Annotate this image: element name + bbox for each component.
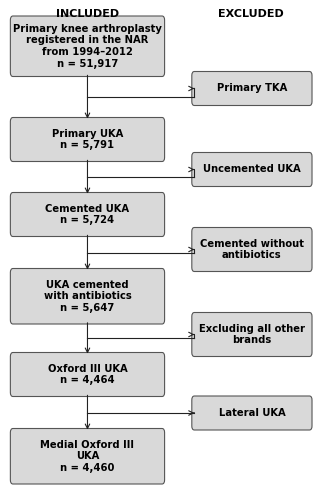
FancyBboxPatch shape [192,228,312,272]
FancyBboxPatch shape [10,352,165,397]
Text: Cemented UKA
n = 5,724: Cemented UKA n = 5,724 [45,204,130,226]
FancyBboxPatch shape [192,396,312,430]
Text: Primary TKA: Primary TKA [217,84,287,94]
Text: UKA cemented
with antibiotics
n = 5,647: UKA cemented with antibiotics n = 5,647 [44,280,131,313]
FancyBboxPatch shape [10,118,165,162]
FancyBboxPatch shape [192,152,312,186]
FancyBboxPatch shape [10,268,165,324]
FancyBboxPatch shape [10,192,165,236]
Text: Lateral UKA: Lateral UKA [218,408,285,418]
Text: INCLUDED: INCLUDED [56,9,119,19]
Text: Medial Oxford III
UKA
n = 4,460: Medial Oxford III UKA n = 4,460 [40,440,134,473]
Text: Oxford III UKA
n = 4,464: Oxford III UKA n = 4,464 [48,364,127,386]
Text: Primary knee arthroplasty
registered in the NAR
from 1994–2012
n = 51,917: Primary knee arthroplasty registered in … [13,24,162,68]
FancyBboxPatch shape [10,16,165,76]
Text: EXCLUDED: EXCLUDED [218,9,284,19]
FancyBboxPatch shape [10,428,165,484]
Text: Uncemented UKA: Uncemented UKA [203,164,301,174]
Text: Cemented without
antibiotics: Cemented without antibiotics [200,238,304,260]
Text: Primary UKA
n = 5,791: Primary UKA n = 5,791 [52,128,123,150]
Text: Excluding all other
brands: Excluding all other brands [199,324,305,345]
FancyBboxPatch shape [192,312,312,356]
FancyBboxPatch shape [192,72,312,106]
